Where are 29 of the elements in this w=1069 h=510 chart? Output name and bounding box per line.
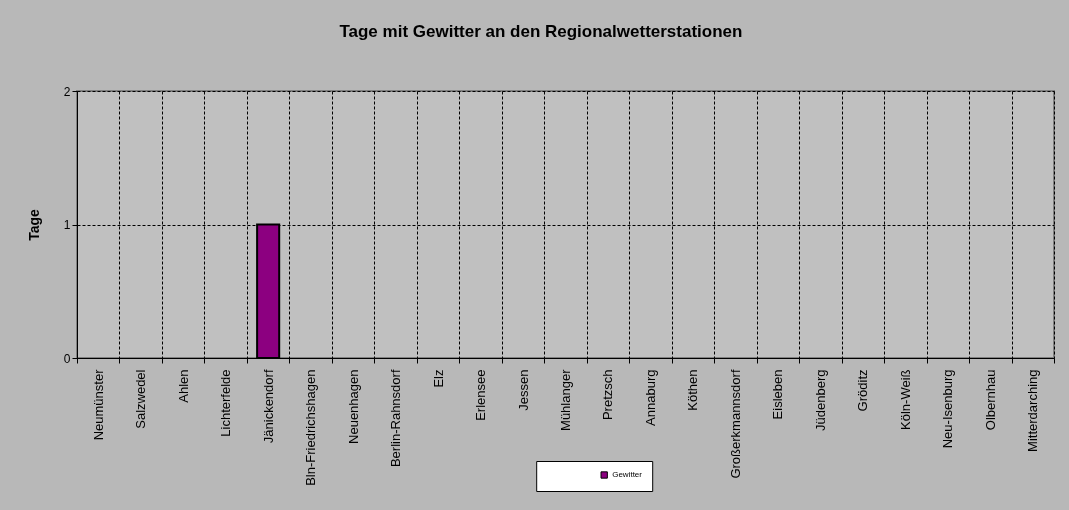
x-tick-label: Pretzsch — [600, 369, 616, 421]
x-tick-label: Jänickendorf — [260, 369, 276, 444]
x-tick-label: Neuenhagen — [345, 369, 361, 444]
legend-label: Gewitter — [612, 470, 643, 479]
x-tick-label: Ahlen — [175, 369, 191, 403]
x-tick-label: Mühlanger — [558, 368, 573, 431]
x-tick-label: Neumünster — [90, 368, 106, 441]
x-tick-label: Salzwedel — [133, 369, 149, 429]
x-tick-label: Elz — [430, 369, 446, 388]
x-tick-label: Annaburg — [642, 369, 658, 426]
x-tick-label: Jüdenberg — [812, 369, 828, 431]
x-tick-label: Bln-Friedrichshagen — [303, 369, 319, 486]
x-tick-label: Lichterfelde — [218, 369, 234, 437]
x-tick-label: Köln-Weiß — [897, 369, 913, 430]
x-tick-label: Köthen — [685, 369, 701, 411]
y-tick-label: 1 — [63, 218, 71, 232]
x-tick-label: Erlensee — [473, 369, 489, 421]
y-axis-title: Tage — [25, 208, 42, 241]
x-tick-label: Neu-Isenburg — [940, 369, 956, 449]
x-tick-label: Olbernhau — [982, 369, 998, 431]
x-tick-label: Jessen — [515, 369, 531, 411]
x-tick-label: Großerkmannsdorf — [727, 369, 743, 479]
y-tick-label: 0 — [63, 351, 71, 366]
x-tick-label: Eisleben — [770, 369, 786, 420]
x-tick-label: Berlin-Rahnsdorf — [388, 369, 404, 468]
y-tick-label: 2 — [63, 84, 71, 99]
chart-title: Tage mit Gewitter an den Regionalwetterstationen — [339, 22, 743, 41]
x-tick-label: Mitterdarching — [1025, 369, 1041, 452]
x-tick-label: Gröditz — [855, 369, 871, 412]
